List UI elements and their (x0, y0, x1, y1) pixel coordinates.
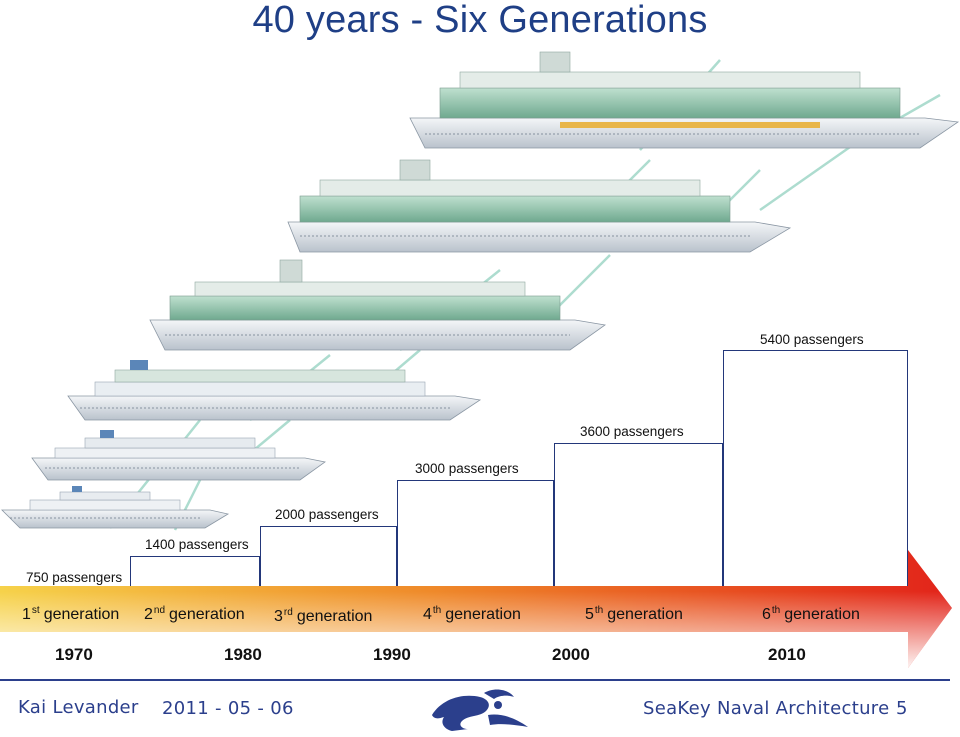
passengers-label-1: 750 passengers (26, 570, 123, 585)
footer-date: 2011 - 05 - 06 (162, 698, 294, 719)
cruise-ship-icon (149, 259, 607, 351)
year-label-1970: 1970 (55, 645, 93, 664)
seakey-logo-icon (432, 689, 528, 731)
cruise-ship-icon (287, 159, 792, 253)
generation-step-5 (554, 443, 723, 630)
year-label-2000: 2000 (552, 645, 590, 664)
timeline-arrow (0, 550, 952, 668)
generation-label-3: 3rd generation (274, 607, 373, 625)
generation-label-6: 6th generation (762, 605, 860, 623)
year-label-2010: 2010 (768, 645, 806, 664)
generation-label-2: 2nd generation (144, 605, 245, 623)
footer-divider (0, 679, 950, 681)
cruise-ship-icon (409, 51, 960, 149)
year-label-1980: 1980 (224, 645, 262, 664)
passengers-label-4: 3000 passengers (415, 461, 519, 476)
passengers-label-3: 2000 passengers (275, 507, 379, 522)
generation-step-6 (723, 350, 908, 630)
footer-company: SeaKey Naval Architecture (643, 698, 890, 719)
page-title: 40 years - Six Generations (252, 0, 708, 41)
passengers-label-5: 3600 passengers (580, 424, 684, 439)
generation-label-5: 5th generation (585, 605, 683, 623)
generation-label-1: 1st generation (22, 605, 120, 623)
year-label-1990: 1990 (373, 645, 411, 664)
generation-step-4 (397, 480, 554, 630)
cruise-ship-icon (1, 486, 230, 529)
passengers-label-6: 5400 passengers (760, 332, 864, 347)
generation-step-3 (260, 526, 397, 630)
cruise-ship-icon (67, 360, 482, 421)
footer-page-number: 5 (896, 698, 908, 719)
generation-label-4: 4th generation (423, 605, 521, 623)
footer-author: Kai Levander (18, 697, 139, 718)
passengers-label-2: 1400 passengers (145, 537, 249, 552)
cruise-ship-icon (31, 430, 326, 481)
